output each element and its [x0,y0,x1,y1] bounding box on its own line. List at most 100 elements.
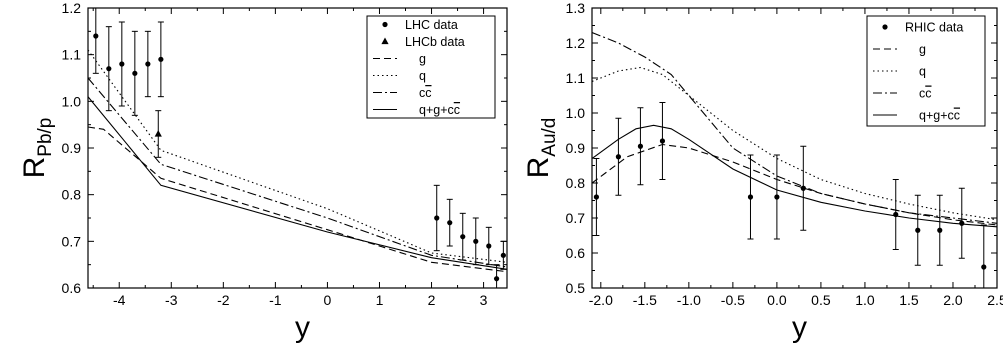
legend-label: cc [919,87,932,101]
x-tick-label: 2.5 [987,292,1003,308]
y-tick-label: 0.7 [566,210,586,226]
legend-label-text: q [919,65,926,79]
data-point [981,264,987,270]
y-tick-label: 0.8 [62,187,82,203]
y-tick-label: 1.0 [62,93,82,109]
y-tick-label: 0.8 [566,175,586,191]
legend-label: LHC data [405,18,458,32]
series-line-2 [88,126,507,273]
y-tick-label: 1.2 [566,35,586,51]
y-axis-label: RPb/p [18,118,56,179]
legend-label: g [919,43,926,57]
x-tick-label: -1.0 [677,292,701,308]
legend-label-overline: c [954,109,960,123]
data-point [615,154,622,160]
x-tick-label: 1.0 [855,292,875,308]
y-tick-label: 1.0 [566,105,586,121]
data-point [774,194,780,200]
data-point [915,227,921,233]
y-axis-label-subscript: Pb/p [35,118,56,157]
y-tick-label: 0.9 [566,140,586,156]
x-tick-label: 0 [324,292,332,308]
x-tick-label: 0.5 [811,292,831,308]
legend-label-overline: c [454,103,460,117]
x-axis-label: y [295,311,310,344]
x-tick-label: 1.5 [899,292,919,308]
legend-label-overline: c [425,86,431,100]
data-point [106,66,112,72]
legend-label: LHCb data [405,35,465,49]
data-point [659,138,666,144]
x-tick-label: -1.5 [633,292,657,308]
y-axis-label-subscript: Au/d [539,118,560,157]
data-point [93,33,99,39]
data-point [637,143,644,149]
series-line-4 [88,77,507,268]
plot-area [592,31,997,288]
series-line-1 [592,143,997,226]
y-tick-label: 0.7 [62,233,82,249]
legend-label: RHIC data [905,21,963,35]
data-point [486,243,492,249]
data-point [959,220,965,226]
legend-label: q [419,69,426,83]
y-tick-label: 1.1 [566,70,586,86]
y-tick-label: 0.9 [62,140,82,156]
x-tick-label: 0.0 [767,292,787,308]
data-point [132,70,138,76]
legend-marker-circle [382,21,388,28]
y-tick-label: 0.6 [566,245,586,261]
y-tick-label: 1.3 [566,0,586,16]
legend-label: q+g+cc [919,109,960,123]
x-tick-label: -1 [269,292,282,308]
legend-label-text: q [419,69,426,83]
y-tick-label: 0.5 [566,280,586,296]
data-point [119,61,125,67]
data-point [460,234,466,240]
legend-label-text: LHC data [405,18,458,32]
legend-label: q+g+cc [419,103,460,117]
x-tick-label: -2.0 [589,292,613,308]
x-tick-label: -4 [113,292,126,308]
data-point [593,194,600,200]
x-tick-label: -2 [217,292,230,308]
x-axis-label: y [792,311,807,344]
legend-label-text: c [919,87,925,101]
legend-label-text: g [419,52,426,66]
x-tick-label: 3 [480,292,488,308]
legend-label: g [419,52,426,66]
data-point [747,194,754,200]
data-point [145,61,151,67]
data-point [500,252,506,258]
data-point [493,276,500,282]
data-point [447,220,453,226]
legend-marker-triangle [381,37,389,45]
data-point [800,185,806,191]
y-tick-label: 0.6 [62,280,82,296]
legend-label-overline: c [925,87,931,101]
y-tick-label: 1.1 [62,47,82,63]
data-point [937,227,943,233]
y-tick-label: 1.2 [62,0,82,16]
chart-panel-2: -2.0 -1.5 -1.0 -0.5 0.0 0.5 1.0 1.5 2.0 2.5 0.5 0.6… [522,0,1003,344]
legend-label-text: c [419,86,425,100]
series-line-3 [592,31,997,224]
legend-box [366,15,496,119]
plot-area [88,8,507,288]
legend-label-text: q+g+c [919,109,954,123]
series-line-5 [88,96,507,270]
data-point [158,56,164,62]
x-tick-label: 2 [428,292,436,308]
legend-label-text: LHCb data [405,35,465,49]
x-tick-label: 1 [376,292,384,308]
legend-label: cc [419,86,432,100]
x-tick-label: -3 [165,292,178,308]
x-tick-label: -0.5 [721,292,745,308]
x-tick-label: 2.0 [943,292,963,308]
legend-label-text: g [919,43,926,57]
data-point-triangle [154,130,162,137]
data-point [473,238,479,244]
